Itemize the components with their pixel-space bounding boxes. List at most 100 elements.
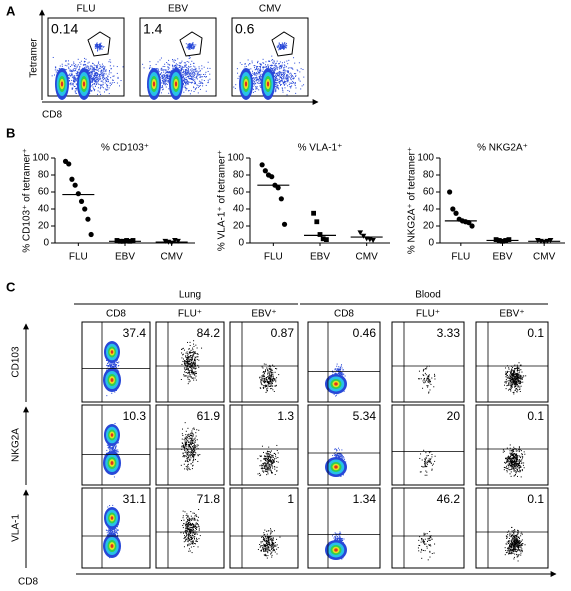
- event-dot: [270, 370, 272, 372]
- event-dot: [157, 69, 159, 71]
- event-dot: [184, 81, 186, 83]
- event-dot: [424, 380, 426, 382]
- event-dot: [167, 67, 169, 69]
- event-dot: [276, 86, 278, 88]
- event-dot: [190, 444, 192, 446]
- event-dot: [105, 80, 107, 82]
- event-dot: [303, 84, 305, 86]
- event-dot: [336, 450, 338, 452]
- event-dot: [275, 74, 277, 76]
- event-dot: [507, 374, 509, 376]
- event-dot: [258, 66, 260, 68]
- event-dot: [283, 76, 285, 78]
- event-dot: [190, 368, 192, 370]
- event-dot: [103, 91, 105, 93]
- event-dot: [509, 378, 511, 380]
- event-dot: [257, 61, 259, 63]
- event-dot: [101, 75, 103, 77]
- event-dot: [164, 79, 166, 81]
- event-dot: [427, 385, 429, 387]
- event-dot: [337, 370, 339, 372]
- event-dot: [252, 91, 254, 93]
- event-dot: [192, 435, 194, 437]
- event-dot: [263, 375, 265, 377]
- event-dot: [237, 72, 239, 74]
- event-dot: [510, 379, 512, 381]
- event-dot: [193, 458, 195, 460]
- event-dot: [164, 77, 166, 79]
- event-dot: [338, 371, 340, 373]
- event-dot: [505, 373, 507, 375]
- event-dot: [189, 371, 191, 373]
- event-dot: [73, 67, 75, 69]
- event-dot: [200, 82, 202, 84]
- event-dot: [332, 370, 334, 372]
- point: [469, 223, 475, 229]
- event-dot: [186, 69, 188, 71]
- event-dot: [263, 387, 265, 389]
- event-dot: [261, 377, 263, 379]
- event-dot: [518, 362, 520, 364]
- event-dot: [120, 80, 122, 82]
- event-dot: [103, 73, 105, 75]
- event-dot: [420, 378, 422, 380]
- event-dot: [194, 443, 196, 445]
- event-dot: [181, 445, 183, 447]
- event-dot: [110, 72, 112, 74]
- event-dot: [272, 70, 274, 72]
- event-dot: [257, 69, 259, 71]
- event-dot: [262, 381, 264, 383]
- event-dot: [197, 353, 199, 355]
- chart-title: % NKG2A⁺: [477, 143, 528, 154]
- event-dot: [209, 78, 211, 80]
- event-dot: [116, 66, 118, 68]
- event-dot: [288, 59, 290, 61]
- event-dot: [297, 70, 299, 72]
- event-dot: [91, 78, 93, 80]
- event-dot: [198, 66, 200, 68]
- event-dot: [269, 456, 271, 458]
- event-dot: [259, 377, 261, 379]
- event-dot: [183, 79, 185, 81]
- event-dot: [275, 84, 277, 86]
- event-dot: [181, 438, 183, 440]
- event-dot: [284, 43, 286, 45]
- event-dot: [280, 44, 282, 46]
- event-dot: [282, 81, 284, 83]
- event-dot: [107, 80, 109, 82]
- event-dot: [427, 378, 429, 380]
- event-dot: [94, 43, 96, 45]
- event-dot: [194, 437, 196, 439]
- event-dot: [83, 67, 85, 69]
- event-dot: [259, 82, 261, 84]
- event-dot: [183, 91, 185, 93]
- event-dot: [191, 351, 193, 353]
- event-dot: [113, 450, 115, 452]
- event-dot: [188, 72, 190, 74]
- event-dot: [185, 76, 187, 78]
- event-dot: [422, 387, 424, 389]
- event-dot: [192, 355, 194, 357]
- event-dot: [514, 378, 516, 380]
- event-dot: [186, 357, 188, 359]
- event-dot: [99, 78, 101, 80]
- event-dot: [193, 82, 195, 84]
- event-dot: [189, 66, 191, 68]
- event-dot: [172, 68, 174, 70]
- event-dot: [115, 450, 117, 452]
- event-dot: [269, 368, 271, 370]
- event-dot: [90, 65, 92, 67]
- event-dot: [190, 354, 192, 356]
- event-dot: [186, 458, 188, 460]
- event-dot: [267, 65, 269, 67]
- event-dot: [278, 374, 280, 376]
- event-dot: [115, 366, 117, 368]
- event-dot: [275, 73, 277, 75]
- event-dot: [192, 75, 194, 77]
- event-dot: [55, 67, 57, 69]
- event-dot: [85, 66, 87, 68]
- event-dot: [96, 69, 98, 71]
- event-dot: [282, 43, 284, 45]
- event-dot: [504, 384, 506, 386]
- event-dot: [511, 375, 513, 377]
